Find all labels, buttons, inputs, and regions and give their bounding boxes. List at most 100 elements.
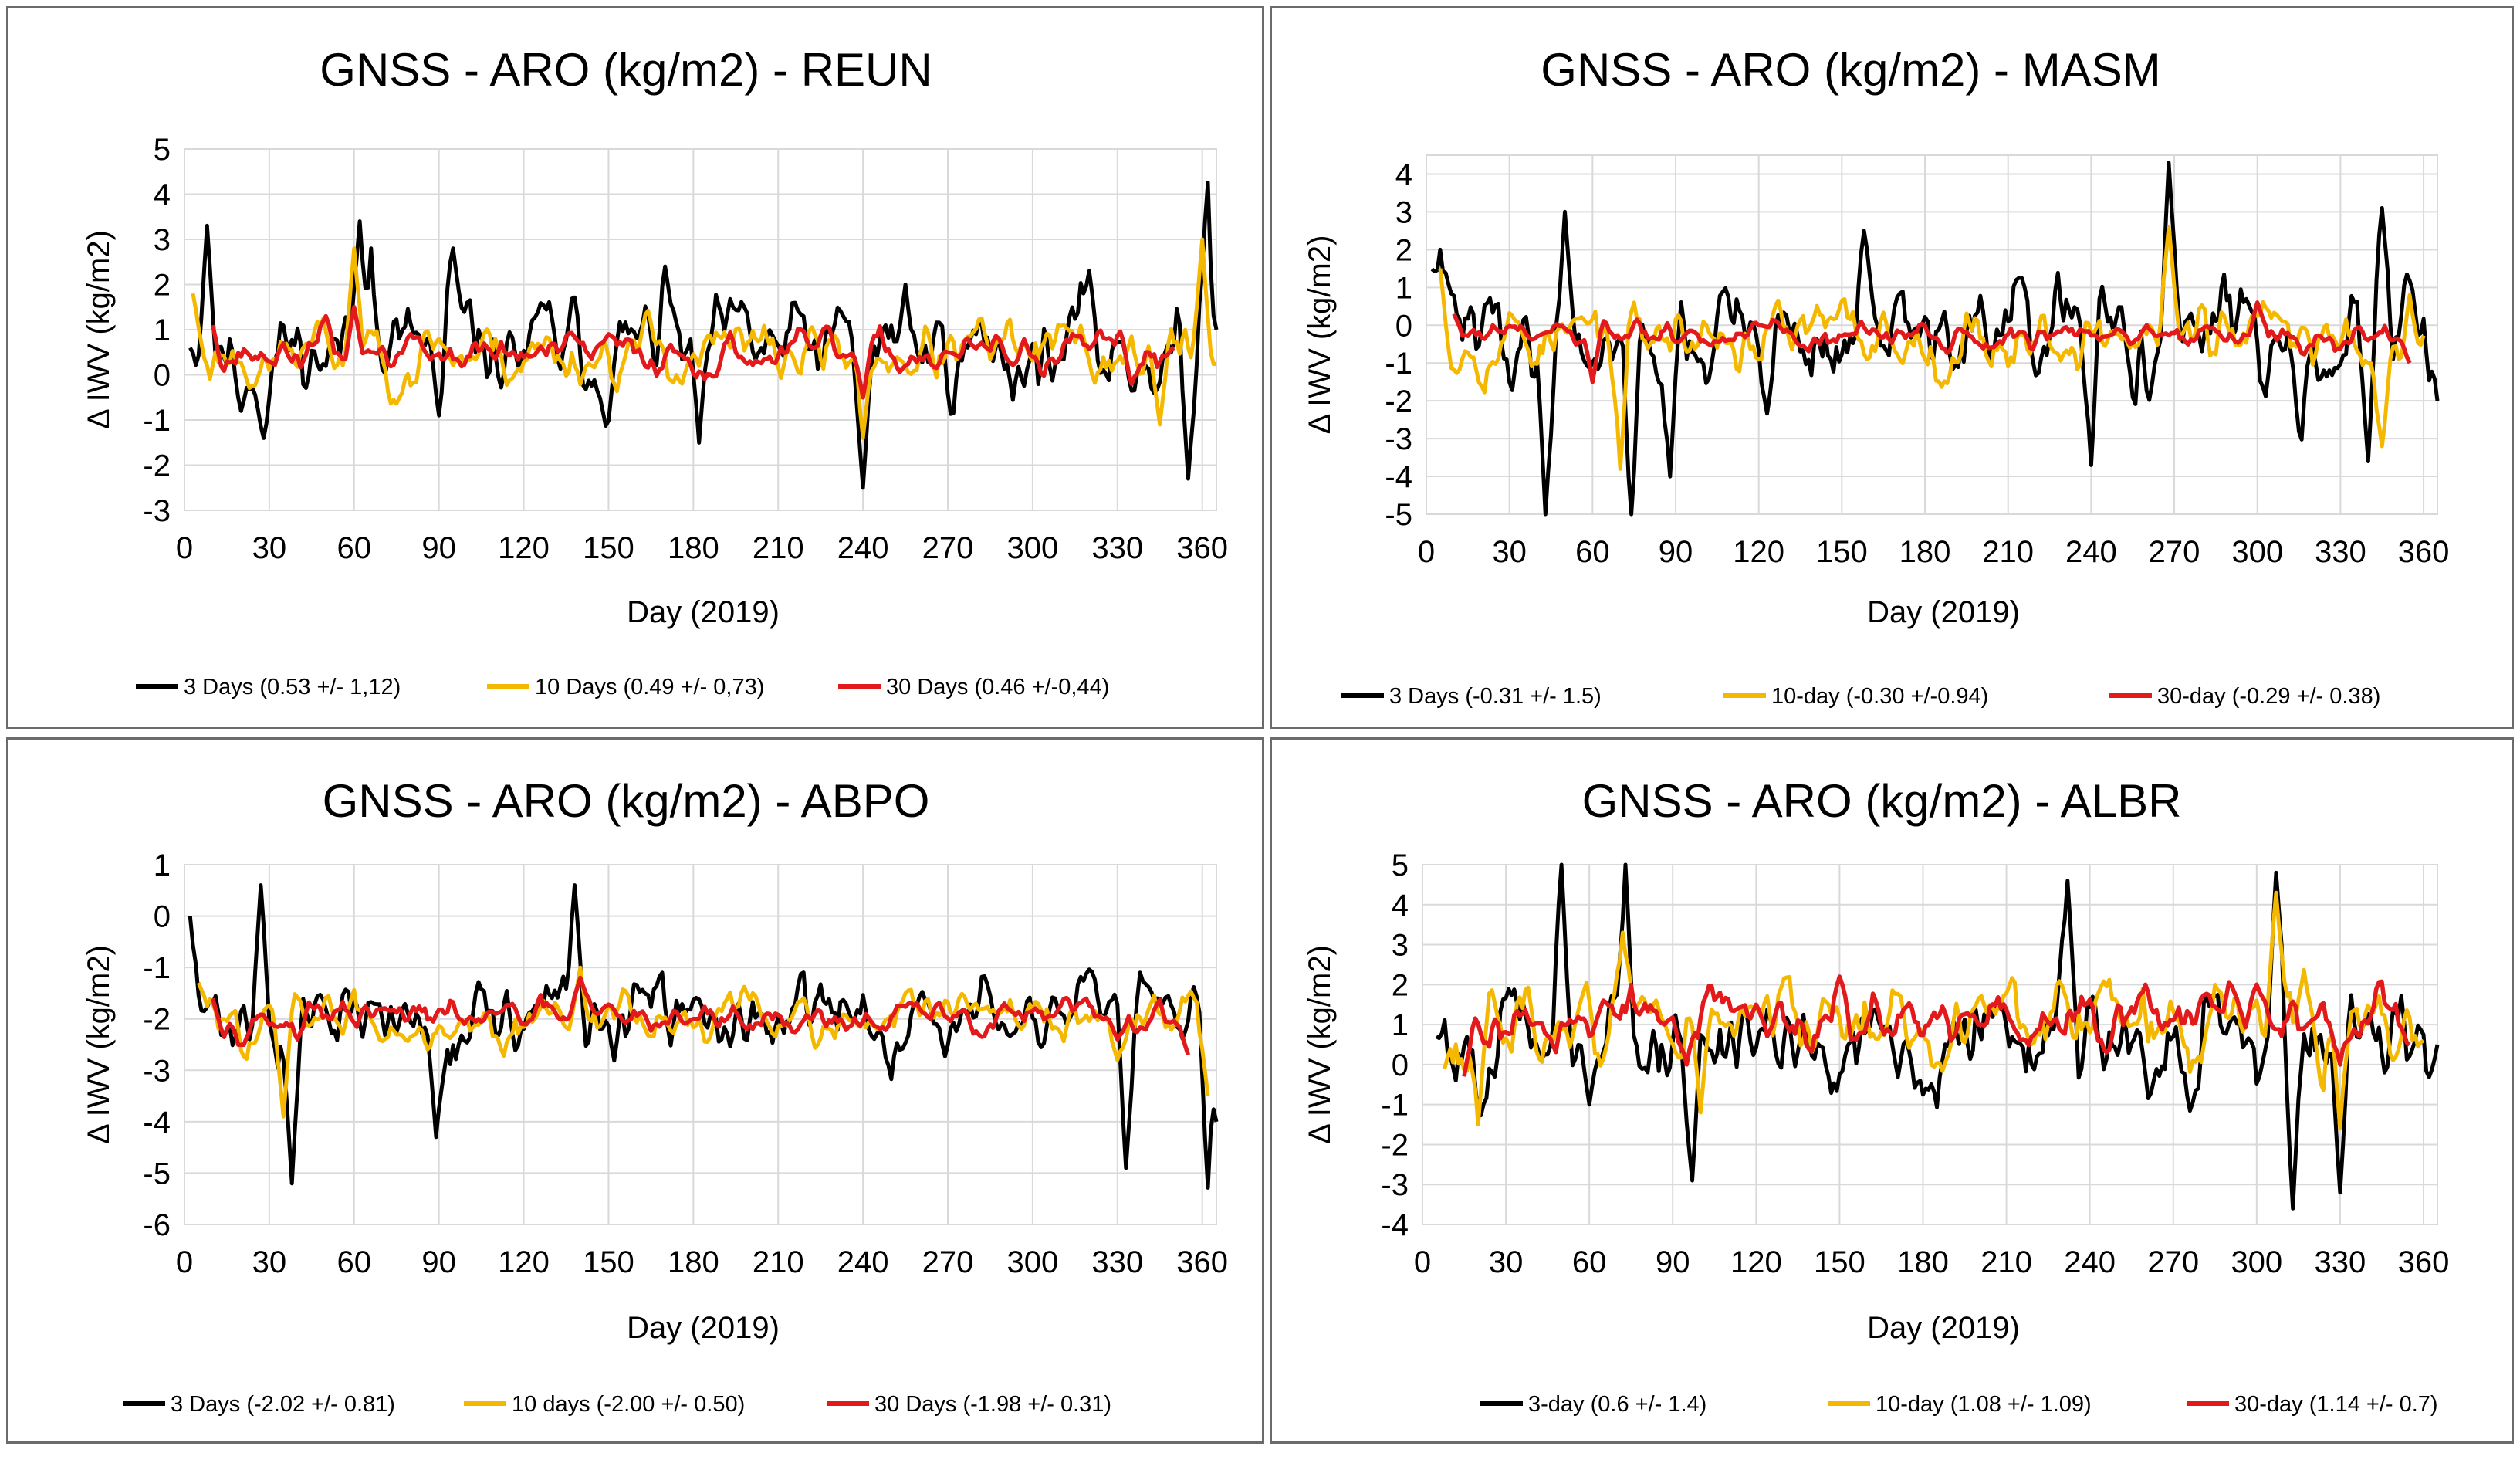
y-tick-label: -5	[143, 1157, 171, 1191]
x-tick-label: 330	[2315, 1245, 2366, 1279]
x-tick-label: 150	[583, 531, 634, 565]
x-tick-label: 330	[2315, 535, 2366, 569]
series-10-day-line	[1443, 890, 2425, 1131]
y-tick-label: 4	[154, 178, 171, 212]
x-tick-label: 360	[2398, 1245, 2450, 1279]
x-tick-label: 90	[1659, 535, 1693, 569]
legend-label-3-day: 3 Days (-2.02 +/- 0.81)	[171, 1392, 395, 1417]
chart-title: GNSS - ARO (kg/m2) - ABPO	[323, 775, 930, 827]
y-tick-label: -4	[143, 1106, 171, 1140]
x-tick-label: 270	[2147, 1245, 2199, 1279]
y-tick-label: -3	[1381, 1168, 1409, 1202]
x-tick-label: 120	[1733, 535, 1784, 569]
y-tick-label: 3	[1392, 929, 1409, 963]
x-tick-label: 300	[2231, 1245, 2282, 1279]
series-30-day-line	[1462, 974, 2411, 1077]
series-10-day-line	[191, 237, 1217, 440]
series-10-day-line	[196, 965, 1210, 1119]
y-tick-label: -1	[1381, 1089, 1409, 1123]
y-tick-label: 1	[154, 313, 171, 347]
y-tick-label: 0	[154, 359, 171, 393]
x-tick-label: 30	[1492, 535, 1527, 569]
x-tick-label: 300	[1007, 1245, 1059, 1279]
x-tick-label: 90	[421, 531, 456, 565]
y-tick-label: 3	[154, 223, 171, 257]
x-tick-label: 240	[837, 1245, 889, 1279]
y-tick-label: 1	[154, 848, 171, 882]
legend-label-10-day: 10-day (-0.30 +/-0.94)	[1771, 684, 1988, 709]
y-tick-label: 2	[154, 269, 171, 303]
x-tick-label: 60	[1572, 1245, 1606, 1279]
series-30-day-line	[1452, 300, 2412, 384]
y-tick-label: -4	[1385, 460, 1412, 494]
y-tick-label: 1	[1395, 271, 1412, 305]
y-tick-label: 2	[1392, 968, 1409, 1002]
y-tick-label: 0	[1395, 309, 1412, 343]
x-tick-label: 0	[1418, 535, 1435, 569]
plot-area	[184, 864, 1217, 1225]
chart-panel-reun: GNSS - ARO (kg/m2) - REUN Δ IWV (kg/m2) …	[6, 6, 1264, 729]
x-tick-label: 270	[922, 1245, 974, 1279]
legend-label-10-day: 10-day (1.08 +/- 1.09)	[1876, 1392, 2092, 1417]
series-3-day-line	[188, 181, 1219, 490]
legend-label-10-day: 10 days (-2.00 +/- 0.50)	[512, 1392, 745, 1417]
x-tick-label: 330	[1091, 1245, 1143, 1279]
x-tick-label: 240	[837, 531, 889, 565]
x-tick-label: 240	[2065, 535, 2117, 569]
chart-svg-albr: GNSS - ARO (kg/m2) - ALBR Δ IWV (kg/m2) …	[1303, 775, 2450, 1417]
legend-label-30-day: 30-day (1.14 +/- 0.7)	[2234, 1392, 2438, 1417]
legend-label-30-day: 30 Days (-1.98 +/- 0.31)	[874, 1392, 1111, 1417]
y-axis-label: Δ IWV (kg/m2)	[1303, 235, 1337, 435]
chart-svg-abpo: GNSS - ARO (kg/m2) - ABPO Δ IWV (kg/m2) …	[82, 775, 1228, 1417]
y-tick-label: 1	[1392, 1008, 1409, 1042]
y-tick-label: -5	[1385, 498, 1412, 532]
y-tick-label: -2	[143, 449, 171, 483]
x-tick-label: 360	[1176, 1245, 1228, 1279]
x-axis-label: Day (2019)	[1867, 1311, 2020, 1345]
legend-label-30-day: 30-day (-0.29 +/- 0.38)	[2157, 684, 2380, 709]
y-axis-label: Δ IWV (kg/m2)	[1303, 945, 1337, 1144]
x-axis-label: Day (2019)	[1867, 595, 2020, 629]
chart-panel-masm: GNSS - ARO (kg/m2) - MASM Δ IWV (kg/m2) …	[1270, 6, 2514, 729]
chart-title: GNSS - ARO (kg/m2) - MASM	[1541, 44, 2160, 96]
y-tick-label: -2	[1381, 1128, 1409, 1162]
y-tick-label: -3	[143, 1054, 171, 1088]
x-tick-label: 180	[668, 1245, 719, 1279]
y-tick-label: -4	[1381, 1208, 1409, 1242]
chart-panel-albr: GNSS - ARO (kg/m2) - ALBR Δ IWV (kg/m2) …	[1270, 737, 2514, 1444]
chart-svg-masm: GNSS - ARO (kg/m2) - MASM Δ IWV (kg/m2) …	[1303, 44, 2450, 709]
legend-label-10-day: 10 Days (0.49 +/- 0,73)	[535, 675, 764, 699]
y-tick-label: 0	[154, 900, 171, 934]
y-tick-label: 5	[1392, 848, 1409, 882]
x-tick-label: 30	[252, 1245, 287, 1279]
y-tick-label: -2	[143, 1003, 171, 1037]
x-tick-label: 210	[753, 531, 804, 565]
y-tick-label: 0	[1392, 1048, 1409, 1082]
series-3-day-line	[188, 883, 1219, 1190]
x-tick-label: 270	[2149, 535, 2200, 569]
y-tick-label: -1	[1385, 347, 1412, 381]
y-tick-label: -6	[143, 1208, 171, 1242]
x-tick-label: 60	[337, 1245, 372, 1279]
x-tick-label: 270	[922, 531, 974, 565]
x-tick-label: 0	[176, 531, 193, 565]
y-axis-label: Δ IWV (kg/m2)	[82, 945, 116, 1144]
x-tick-label: 180	[1897, 1245, 1949, 1279]
x-tick-label: 120	[498, 1245, 550, 1279]
x-tick-label: 90	[1656, 1245, 1690, 1279]
y-tick-label: 4	[1395, 158, 1412, 191]
x-tick-label: 240	[2064, 1245, 2116, 1279]
y-tick-label: 4	[1392, 889, 1409, 923]
y-tick-label: -2	[1385, 384, 1412, 418]
y-tick-label: -3	[1385, 422, 1412, 456]
y-axis-label: Δ IWV (kg/m2)	[82, 230, 116, 429]
plot-area	[1426, 154, 2438, 515]
x-tick-label: 300	[1007, 531, 1059, 565]
x-tick-label: 210	[1980, 1245, 2032, 1279]
y-tick-label: 3	[1395, 195, 1412, 229]
x-tick-label: 210	[753, 1245, 804, 1279]
x-tick-label: 210	[1982, 535, 2034, 569]
x-tick-label: 360	[2398, 535, 2450, 569]
x-tick-label: 60	[337, 531, 372, 565]
series-30-day-line	[210, 975, 1191, 1056]
